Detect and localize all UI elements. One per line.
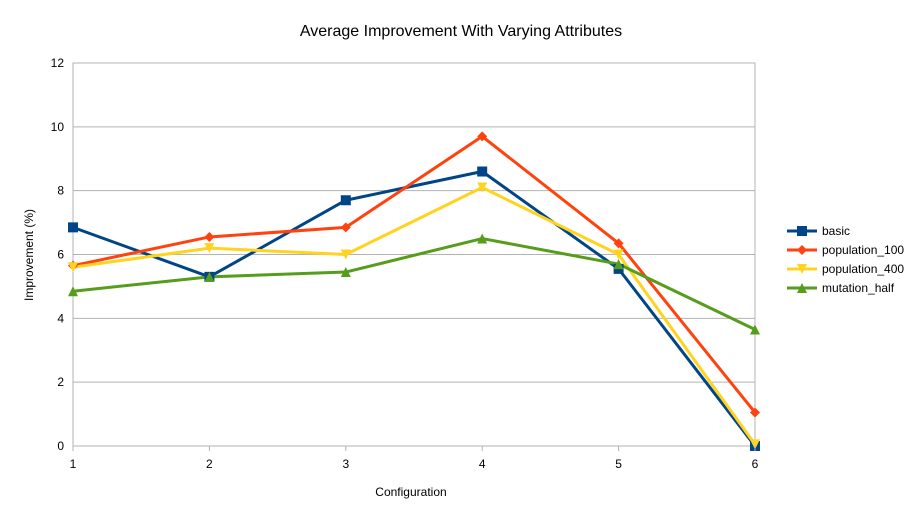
y-tick-label: 2 — [57, 375, 64, 389]
legend: basic population_100 population_400mutatio… — [787, 224, 904, 295]
data-point-population_400 — [750, 439, 760, 450]
data-point-population_100 — [204, 231, 215, 242]
data-point-basic — [340, 195, 351, 206]
legend-marker — [797, 283, 807, 293]
data-point-population_400 — [68, 262, 78, 273]
legend-label: population_100 — [822, 243, 904, 257]
data-point-mutation_half — [613, 259, 624, 270]
y-tick-label: 6 — [57, 248, 64, 262]
legend-marker — [797, 226, 807, 236]
x-axis-ticks: 1 2 3 4 5 6 — [70, 446, 759, 471]
legend-label: population_400 — [822, 262, 904, 276]
x-tick-label: 2 — [206, 457, 213, 471]
data-point-mutation_half — [68, 286, 78, 297]
y-tick-label: 12 — [51, 56, 65, 70]
y-tick-label: 4 — [57, 311, 64, 325]
data-point-basic — [68, 222, 78, 233]
series-line-mutation_half — [72, 237, 756, 331]
legend-marker — [797, 245, 807, 255]
y-tick-label: 8 — [57, 184, 64, 198]
y-tick-label: 10 — [51, 120, 65, 134]
x-tick-label: 3 — [342, 457, 349, 471]
data-point-mutation_half — [477, 233, 488, 244]
y-axis-ticks: 0 2 4 6 8 10 12 — [51, 56, 65, 453]
legend-item-population_400: population_400 — [787, 262, 904, 276]
series-line-population_100 — [72, 134, 757, 414]
grid — [72, 62, 756, 447]
series-line-basic — [72, 170, 757, 447]
data-point-population_100 — [340, 222, 351, 233]
legend-item-basic: basic — [787, 224, 850, 238]
x-axis-title: Configuration — [375, 485, 446, 499]
data-point-population_100 — [750, 407, 760, 418]
data-point-mutation_half — [340, 267, 351, 278]
data-point-population_100 — [477, 131, 488, 142]
legend-label: mutation_half — [822, 281, 895, 295]
data-point-population_400 — [204, 243, 215, 254]
x-tick-label: 1 — [70, 457, 77, 471]
data-point-mutation_half — [204, 271, 215, 282]
y-axis-title: Improvement (%) — [22, 209, 36, 301]
data-point-population_100 — [613, 238, 624, 249]
series-lines — [72, 134, 757, 447]
data-point-population_400 — [340, 249, 351, 260]
plot-border — [72, 62, 756, 447]
y-tick-label: 0 — [57, 439, 64, 453]
legend-marker — [797, 264, 807, 274]
legend-item-population_100: population_100 — [787, 243, 904, 257]
chart-title: Average Improvement With Varying Attribu… — [300, 23, 622, 40]
x-tick-label: 6 — [752, 457, 759, 471]
series-line-population_400 — [72, 185, 757, 446]
data-point-basic — [477, 166, 488, 177]
legend-item-mutation_half: mutation_half — [787, 281, 895, 295]
legend-label: basic — [822, 224, 850, 238]
data-point-population_400 — [613, 249, 624, 260]
x-tick-label: 4 — [479, 457, 486, 471]
data-point-population_400 — [477, 182, 488, 193]
data-point-mutation_half — [750, 324, 760, 335]
x-tick-label: 5 — [615, 457, 622, 471]
